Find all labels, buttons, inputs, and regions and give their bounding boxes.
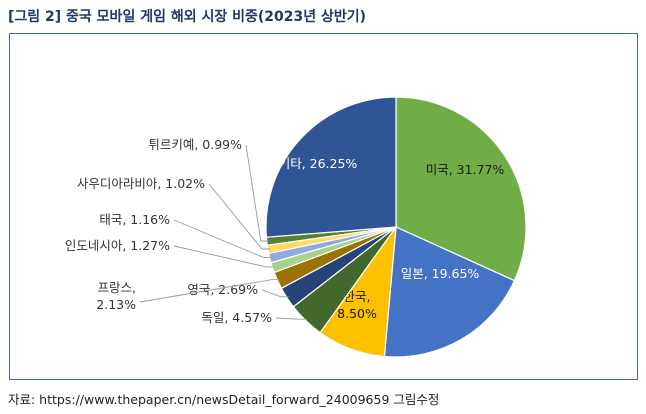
- data-label-영국: 영국, 2.69%: [187, 282, 258, 297]
- leader-line-인도네시아: [173, 245, 275, 268]
- data-label-튀르키예: 튀르키예, 0.99%: [148, 137, 242, 152]
- data-label-일본: 일본, 19.65%: [401, 266, 480, 281]
- data-label-프랑스: 프랑스, 2.13%: [96, 280, 136, 312]
- pie-chart-svg: 미국, 31.77% 일본, 19.65% 한국, 8.50% 독일, 4.57% 영국,…: [65, 96, 527, 358]
- pie-chart: 미국, 31.77% 일본, 19.65% 한국, 8.50% 독일, 4.57% 영국,…: [9, 33, 638, 380]
- source-note: 자료: https://www.thepaper.cn/newsDetail_f…: [8, 392, 440, 407]
- leader-line-프랑스: [139, 279, 280, 303]
- data-label-태국: 태국, 1.16%: [99, 212, 170, 227]
- data-label-독일: 독일, 4.57%: [201, 310, 272, 325]
- pie-slice-미국: [395, 96, 527, 282]
- pie-slice-일본: [383, 226, 516, 358]
- leader-line-튀르키예: [245, 144, 269, 242]
- data-label-기타: 기타, 26.25%: [279, 156, 358, 171]
- data-label-인도네시아: 인도네시아, 1.27%: [65, 238, 170, 253]
- data-label-한국: 한국, 8.50%: [337, 289, 377, 321]
- figure-title: [그림 2] 중국 모바일 게임 해외 시장 비중(2023년 상반기): [8, 9, 367, 25]
- leader-line-태국: [173, 219, 272, 259]
- leader-line-영국: [261, 289, 289, 298]
- leader-line-독일: [275, 317, 308, 320]
- data-label-사우디아라비아: 사우디아라비아, 1.02%: [77, 176, 205, 191]
- data-label-미국: 미국, 31.77%: [426, 162, 505, 177]
- leader-line-사우디아라비아: [208, 183, 270, 250]
- pie-slice-기타: [265, 96, 397, 238]
